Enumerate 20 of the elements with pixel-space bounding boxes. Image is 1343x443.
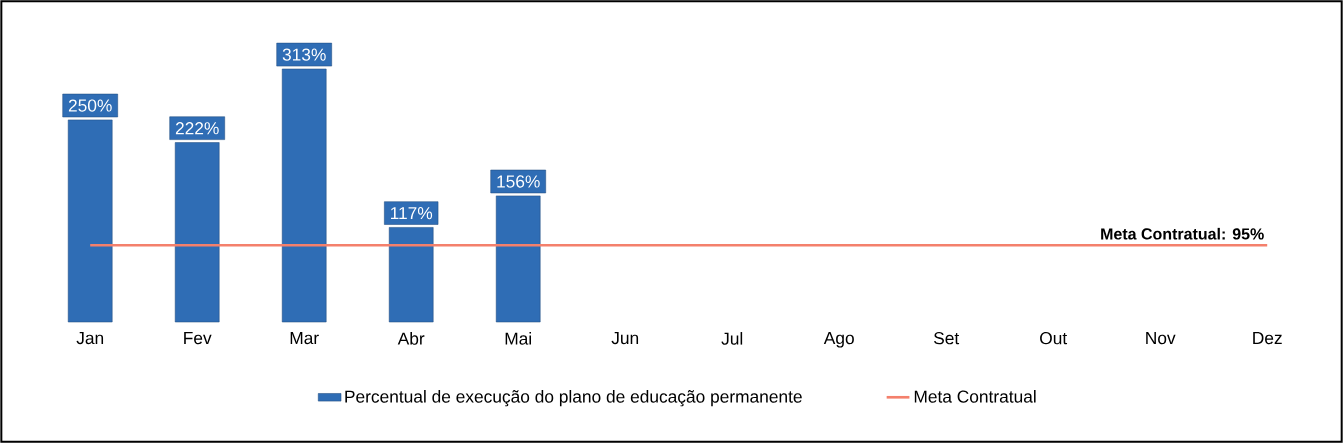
x-tick-label: Out	[1040, 332, 1068, 345]
x-tick-label: Set	[933, 332, 960, 345]
x-tick-label: Jun	[611, 332, 639, 345]
data-label: 313%	[282, 48, 326, 61]
data-label: 156%	[497, 175, 540, 188]
x-tick-label: Jul	[721, 332, 743, 345]
legend-label: Meta Contratual	[914, 389, 1036, 403]
x-tick-label: Dez	[1253, 332, 1282, 345]
x-tick-label: Nov	[1146, 332, 1176, 345]
data-label: 117%	[391, 207, 433, 220]
legend-label: Percentual de execução do plano de educação permanente	[345, 389, 802, 407]
annotation: Meta Contratual: 95%	[1101, 227, 1264, 240]
data-label: 250%	[68, 99, 112, 112]
x-tick-label: Fev	[184, 332, 212, 345]
x-tick-label: Jan	[76, 332, 104, 345]
data-label: 222%	[175, 122, 219, 135]
x-tick-label: Abr	[397, 332, 425, 345]
x-tick-label: Ago	[823, 332, 854, 348]
x-tick-label: Mar	[290, 332, 319, 345]
x-tick-label: Mai	[505, 332, 531, 345]
